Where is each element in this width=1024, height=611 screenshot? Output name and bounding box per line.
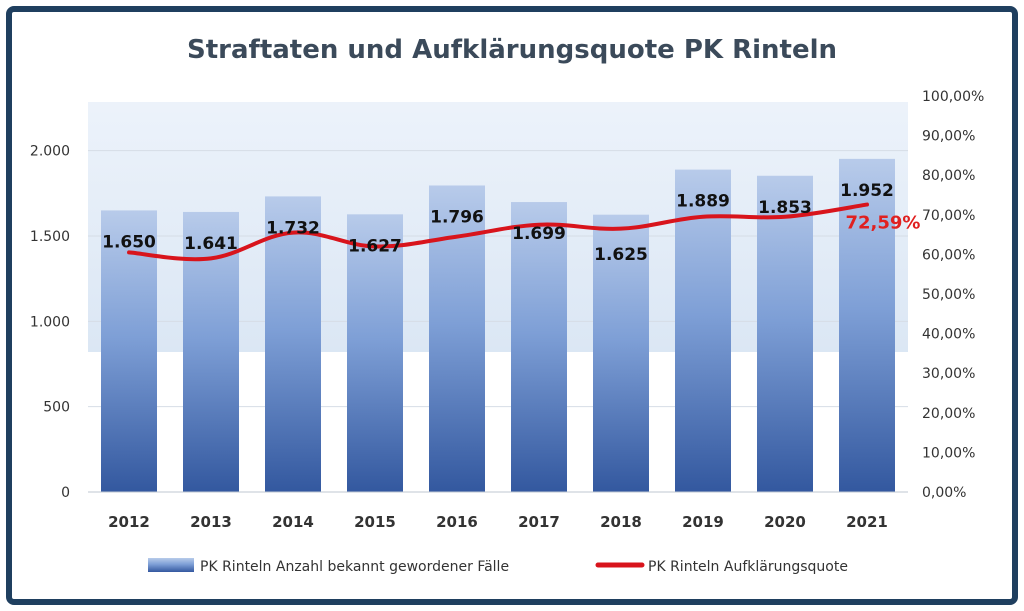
x-tick-label: 2020 xyxy=(764,513,806,531)
y-right-tick-label: 60,00% xyxy=(922,247,975,263)
bar-2018 xyxy=(593,214,649,492)
y-left-tick-label: 1.500 xyxy=(30,229,70,245)
y-right-tick-label: 20,00% xyxy=(922,406,975,422)
bar-value-label: 1.699 xyxy=(512,224,566,244)
bar-2019 xyxy=(675,169,731,493)
bar-value-label: 1.641 xyxy=(184,234,238,254)
bar-value-label: 1.853 xyxy=(758,198,812,218)
bar-2015 xyxy=(347,214,403,493)
bar-value-label: 1.889 xyxy=(676,192,730,212)
bar-value-label: 1.625 xyxy=(594,245,648,265)
y-right-tick-label: 80,00% xyxy=(922,168,975,184)
x-tick-label: 2018 xyxy=(600,513,642,531)
y-right-tick-label: 40,00% xyxy=(922,327,975,343)
quote-line xyxy=(127,202,869,262)
bar-value-label: 1.627 xyxy=(348,236,402,256)
bar-2021 xyxy=(839,158,895,492)
chart-title: Straftaten und Aufklärungsquote PK Rinte… xyxy=(187,35,837,65)
bar-2016 xyxy=(429,185,485,492)
x-tick-label: 2017 xyxy=(518,513,560,531)
x-tick-label: 2016 xyxy=(436,513,478,531)
y-right-tick-label: 70,00% xyxy=(922,208,975,224)
y-left-tick-label: 1.000 xyxy=(30,314,70,330)
x-tick-label: 2014 xyxy=(272,513,314,531)
y-right-tick-label: 10,00% xyxy=(922,445,975,461)
bar-value-label: 1.732 xyxy=(266,218,320,238)
legend-bar-label: PK Rinteln Anzahl bekannt gewordener Fäl… xyxy=(200,559,509,575)
legend-bar-swatch xyxy=(148,558,194,572)
x-tick-label: 2019 xyxy=(682,513,724,531)
legend-line-label: PK Rinteln Aufklärungsquote xyxy=(648,559,848,575)
bar-value-label: 1.796 xyxy=(430,207,484,227)
y-right-tick-label: 50,00% xyxy=(922,287,975,303)
x-tick-label: 2012 xyxy=(108,513,150,531)
bar-2014 xyxy=(265,196,321,492)
y-right-tick-label: 30,00% xyxy=(922,366,975,382)
bar-2017 xyxy=(511,202,567,492)
y-right-tick-label: 100,00% xyxy=(922,89,984,105)
x-tick-label: 2013 xyxy=(190,513,232,531)
y-right-tick-label: 0,00% xyxy=(922,485,966,501)
x-tick-label: 2021 xyxy=(846,513,888,531)
y-left-tick-label: 2.000 xyxy=(30,144,70,160)
bar-2020 xyxy=(757,175,813,492)
y-left-tick-label: 0 xyxy=(61,485,70,501)
y-left-tick-label: 500 xyxy=(43,400,70,416)
x-tick-label: 2015 xyxy=(354,513,396,531)
y-right-tick-label: 90,00% xyxy=(922,129,975,145)
quote-last-label: 72,59% xyxy=(846,213,921,234)
bar-value-label: 1.650 xyxy=(102,232,156,252)
bar-value-label: 1.952 xyxy=(840,181,894,201)
bar-2012 xyxy=(101,210,157,492)
